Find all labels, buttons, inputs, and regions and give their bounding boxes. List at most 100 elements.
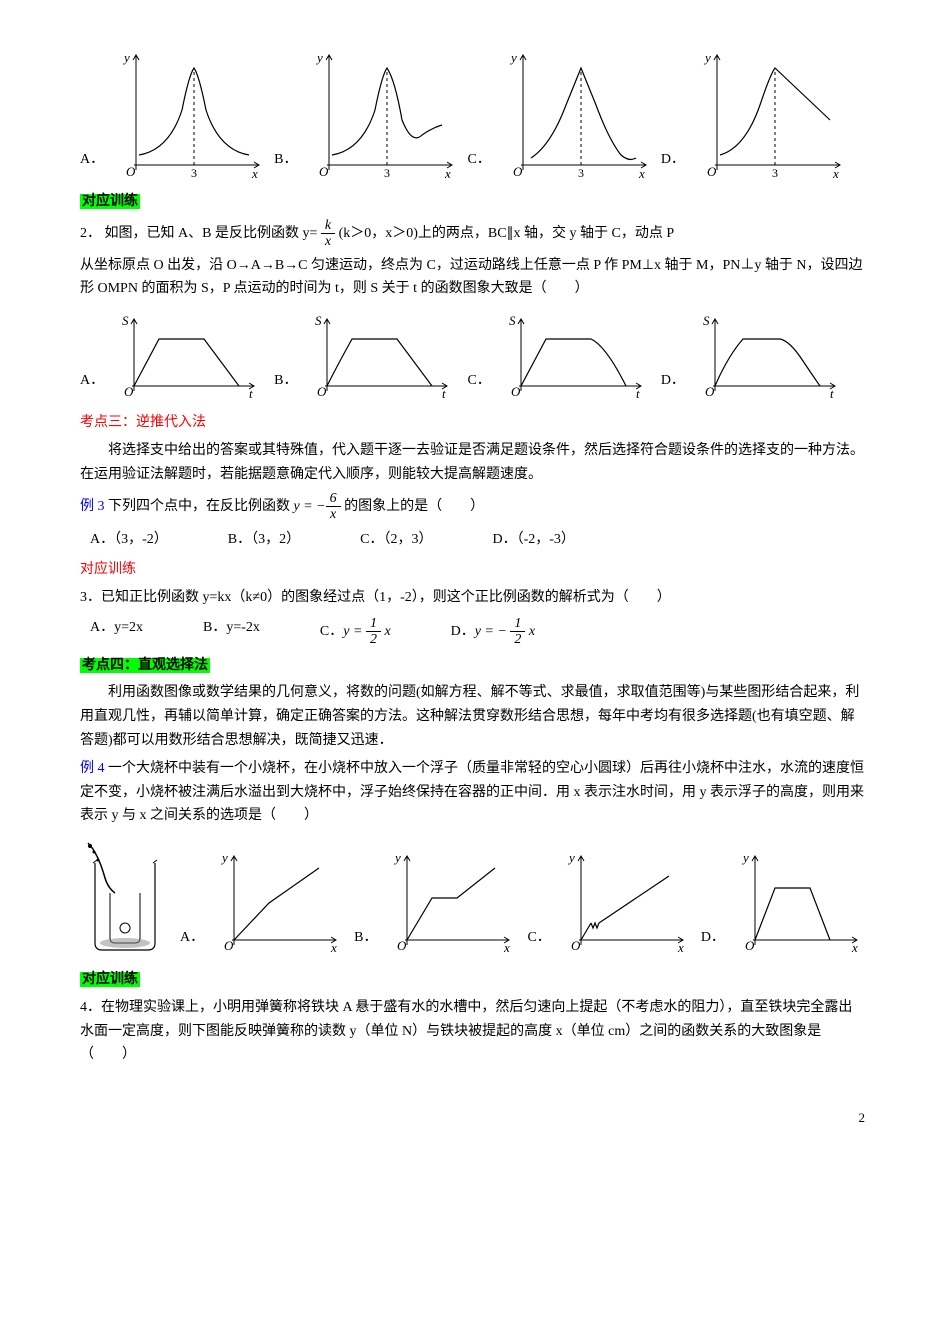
- svg-text:t: t: [636, 386, 640, 401]
- option-d-label: D．: [661, 148, 685, 172]
- option-4d-label: D．: [701, 926, 725, 950]
- svg-text:O: O: [124, 384, 134, 399]
- ex4-label: 例 4: [80, 761, 105, 776]
- chart-4d: y x O: [735, 848, 865, 958]
- training-label-4: 对应训练: [80, 972, 140, 987]
- option-2b-label: B．: [274, 369, 297, 393]
- svg-text:y: y: [122, 50, 130, 65]
- chart-1b: y x O 3: [307, 50, 457, 180]
- svg-text:y: y: [741, 850, 749, 865]
- q3-option-d: D．y = − 12 x: [451, 616, 535, 648]
- svg-text:O: O: [224, 938, 234, 953]
- ex3-formula: y = −: [294, 499, 326, 514]
- option-b-label: B．: [274, 148, 297, 172]
- svg-text:O: O: [126, 164, 136, 179]
- training-label-3: 对应训练: [80, 562, 136, 577]
- option-4c-label: C．: [527, 926, 550, 950]
- q2-text1: 如图，已知 A、B 是反比例函数 y=: [105, 226, 318, 241]
- svg-text:S: S: [703, 313, 710, 328]
- topic4-body: 利用函数图像或数学结果的几何意义，将数的问题(如解方程、解不等式、求最值，求取值…: [80, 681, 865, 752]
- svg-text:y: y: [315, 50, 323, 65]
- topic4-title: 考点四：直观选择法: [80, 658, 210, 673]
- chart-options-row-2: A． S t O B． S t O C． S t O D． S t O: [80, 311, 865, 401]
- svg-text:O: O: [513, 164, 523, 179]
- q3-option-a: A．y=2x: [90, 616, 143, 648]
- chart-4c: y x O: [561, 848, 691, 958]
- ex3-option-c: C．（2，3）: [360, 528, 432, 552]
- option-4b-label: B．: [354, 926, 377, 950]
- ex4-text: 一个大烧杯中装有一个小烧杯，在小烧杯中放入一个浮子（质量非常轻的空心小圆球）后再…: [80, 761, 864, 824]
- chart-options-row-1: A． y x O 3 B． y x O 3 C． y x O 3 D． y x: [80, 50, 865, 180]
- svg-text:S: S: [509, 313, 516, 328]
- example-4: 例 4 一个大烧杯中装有一个小烧杯，在小烧杯中放入一个浮子（质量非常轻的空心小圆…: [80, 757, 865, 828]
- svg-text:S: S: [315, 313, 322, 328]
- chart-1a: y x O 3: [114, 50, 264, 180]
- ex3-label: 例 3: [80, 499, 105, 514]
- svg-text:O: O: [707, 164, 717, 179]
- svg-text:t: t: [442, 386, 446, 401]
- option-2d-label: D．: [661, 369, 685, 393]
- training-label-1: 对应训练: [80, 194, 140, 209]
- chart-2a: S t O: [114, 311, 264, 401]
- q2-line2: 从坐标原点 O 出发，沿 O→A→B→C 匀速运动，终点为 C，过运动路线上任意…: [80, 254, 865, 302]
- option-2c-label: C．: [467, 369, 490, 393]
- ex3-option-d: D．（-2，-3）: [492, 528, 574, 552]
- svg-text:O: O: [705, 384, 715, 399]
- q2-text2: (k＞0，x＞0)上的两点，BC∥x 轴，交 y 轴于 C，动点 P: [339, 226, 675, 241]
- svg-text:O: O: [397, 938, 407, 953]
- svg-text:3: 3: [578, 166, 584, 180]
- q3-options: A．y=2x B．y=-2x C．y = 12 x D．y = − 12 x: [80, 616, 865, 648]
- beaker-illustration: [80, 838, 170, 958]
- svg-text:y: y: [393, 850, 401, 865]
- chart-options-row-4: A． y x O B． y x O C． y x O D． y x O: [80, 838, 865, 958]
- svg-text:y: y: [220, 850, 228, 865]
- ex3-option-b: B．（3，2）: [228, 528, 300, 552]
- chart-1c: y x O 3: [501, 50, 651, 180]
- ex3-options: A．（3，-2） B．（3，2） C．（2，3） D．（-2，-3）: [80, 528, 865, 552]
- svg-text:O: O: [511, 384, 521, 399]
- svg-text:x: x: [677, 940, 684, 955]
- svg-text:x: x: [638, 166, 645, 180]
- svg-text:S: S: [122, 313, 129, 328]
- page-number: 2: [80, 1107, 865, 1129]
- example-3: 例 3 下列四个点中，在反比例函数 y = −6x 的图象上的是（ ）: [80, 491, 865, 523]
- svg-text:O: O: [571, 938, 581, 953]
- svg-text:x: x: [251, 166, 258, 180]
- q2-fraction: kx: [321, 218, 335, 250]
- svg-text:x: x: [444, 166, 451, 180]
- chart-2d: S t O: [695, 311, 845, 401]
- chart-4a: y x O: [214, 848, 344, 958]
- q3-option-c: C．y = 12 x: [320, 616, 391, 648]
- svg-text:y: y: [567, 850, 575, 865]
- svg-text:y: y: [509, 50, 517, 65]
- svg-text:3: 3: [191, 166, 197, 180]
- chart-4b: y x O: [387, 848, 517, 958]
- svg-text:3: 3: [772, 166, 778, 180]
- question-4: 4．在物理实验课上，小明用弹簧称将铁块 A 悬于盛有水的水槽中，然后匀速向上提起…: [80, 996, 865, 1067]
- question-2: 2． 如图，已知 A、B 是反比例函数 y= kx (k＞0，x＞0)上的两点，…: [80, 218, 865, 250]
- topic3-title: 考点三：逆推代入法: [80, 415, 206, 430]
- chart-2c: S t O: [501, 311, 651, 401]
- svg-text:t: t: [249, 386, 253, 401]
- topic3-body: 将选择支中给出的答案或其特殊值，代入题干逐一去验证是否满足题设条件，然后选择符合…: [80, 439, 865, 487]
- svg-text:y: y: [703, 50, 711, 65]
- svg-text:3: 3: [384, 166, 390, 180]
- svg-text:x: x: [832, 166, 839, 180]
- q2-num: 2．: [80, 226, 101, 241]
- svg-text:t: t: [830, 386, 834, 401]
- ex3-text2: 的图象上的是（ ）: [344, 499, 484, 514]
- q3-option-b: B．y=-2x: [203, 616, 260, 648]
- svg-text:O: O: [319, 164, 329, 179]
- ex3-text1: 下列四个点中，在反比例函数: [108, 499, 294, 514]
- chart-1d: y x O 3: [695, 50, 845, 180]
- svg-text:O: O: [745, 938, 755, 953]
- option-a-label: A．: [80, 148, 104, 172]
- svg-text:x: x: [330, 940, 337, 955]
- option-c-label: C．: [467, 148, 490, 172]
- svg-text:x: x: [851, 940, 858, 955]
- question-3: 3．已知正比例函数 y=kx（k≠0）的图象经过点（1，-2），则这个正比例函数…: [80, 586, 865, 610]
- svg-text:O: O: [317, 384, 327, 399]
- ex3-option-a: A．（3，-2）: [90, 528, 168, 552]
- svg-text:x: x: [503, 940, 510, 955]
- option-2a-label: A．: [80, 369, 104, 393]
